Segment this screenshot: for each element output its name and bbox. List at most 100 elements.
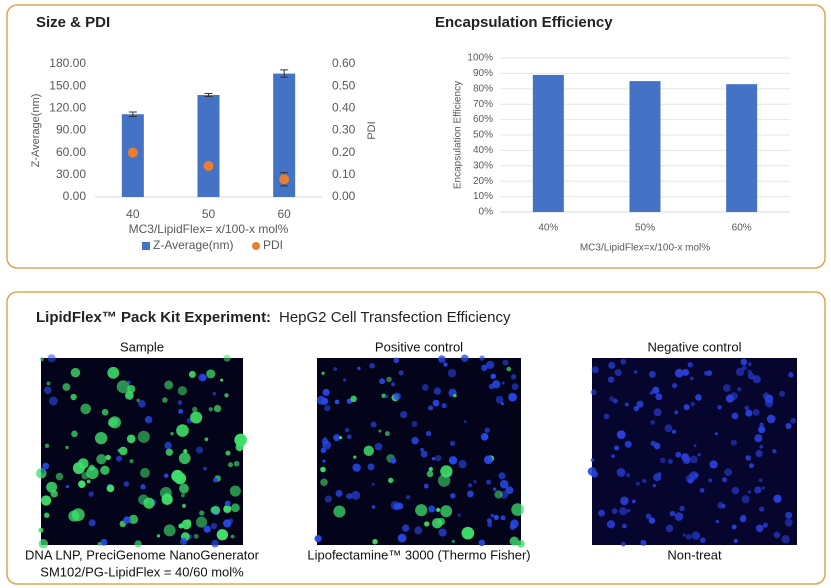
cell xyxy=(495,395,504,404)
cell xyxy=(715,520,719,524)
micrograph xyxy=(587,358,797,547)
cell xyxy=(105,454,111,461)
y-tick-label: 180.00 xyxy=(49,56,86,70)
cell xyxy=(620,496,629,506)
cell xyxy=(163,524,176,537)
cell xyxy=(65,485,70,489)
cell xyxy=(511,374,517,380)
cell xyxy=(320,478,328,487)
image-label: Sample xyxy=(120,339,164,354)
cell xyxy=(690,401,696,407)
cell xyxy=(320,447,326,454)
cell xyxy=(778,390,786,397)
y-axis-label: Z-Average(nm) xyxy=(30,94,42,168)
cell xyxy=(624,440,632,448)
cell xyxy=(671,382,678,389)
cell xyxy=(233,460,240,467)
image-caption: Non-treat xyxy=(667,547,722,562)
cell xyxy=(468,483,473,488)
cell xyxy=(440,465,453,478)
cell xyxy=(339,436,343,440)
cell xyxy=(40,469,45,474)
cell xyxy=(393,503,401,511)
cell xyxy=(101,408,109,416)
cell xyxy=(694,473,699,478)
cell xyxy=(660,457,666,464)
cell xyxy=(363,445,374,457)
cell xyxy=(70,367,81,378)
cell xyxy=(425,430,432,437)
cell xyxy=(614,445,620,451)
cell xyxy=(402,524,410,532)
cell xyxy=(457,513,461,517)
cell xyxy=(211,505,221,515)
cell xyxy=(369,362,375,369)
x-tick-label: 40 xyxy=(126,207,140,221)
cell xyxy=(752,408,760,416)
y-tick-label: 120.00 xyxy=(49,101,86,115)
cell xyxy=(699,487,705,493)
chart-box xyxy=(6,4,826,269)
cell xyxy=(107,366,120,379)
cell xyxy=(203,525,211,533)
point xyxy=(203,160,214,171)
cell xyxy=(655,393,663,401)
cell xyxy=(498,472,506,480)
cell xyxy=(393,392,401,401)
cell xyxy=(714,432,718,436)
cell xyxy=(428,405,434,411)
point xyxy=(279,174,290,185)
y2-tick-label: 0.00 xyxy=(332,189,356,203)
y-axis-label: Encapsulation Efficiency xyxy=(453,81,464,189)
cell xyxy=(38,539,49,549)
cell xyxy=(40,495,52,506)
cell xyxy=(55,472,64,481)
cell xyxy=(367,463,375,471)
cell xyxy=(88,519,96,527)
cell xyxy=(199,510,205,516)
y2-tick-label: 0.50 xyxy=(332,78,356,92)
cell xyxy=(683,404,690,411)
cell xyxy=(731,524,737,530)
cell xyxy=(144,415,153,424)
y-tick-label: 20% xyxy=(473,176,493,187)
cell xyxy=(320,466,326,473)
cell xyxy=(506,366,512,372)
cell xyxy=(170,431,174,436)
cell xyxy=(448,456,458,465)
cell xyxy=(97,542,102,547)
cell xyxy=(323,437,327,441)
x-tick-label: 50 xyxy=(202,207,216,221)
cell xyxy=(411,420,418,427)
cell xyxy=(744,405,750,411)
cell xyxy=(393,357,400,364)
cell xyxy=(461,526,475,540)
cell xyxy=(398,370,404,376)
cell xyxy=(371,482,375,486)
cell xyxy=(181,519,192,530)
cell xyxy=(453,393,457,398)
cell xyxy=(650,440,656,447)
cell xyxy=(320,397,329,406)
cell xyxy=(479,355,485,361)
cell xyxy=(755,450,763,458)
cell xyxy=(159,487,172,499)
cell xyxy=(722,384,731,392)
cell xyxy=(370,421,377,428)
cell xyxy=(492,380,501,389)
cell xyxy=(379,378,386,385)
cell xyxy=(322,459,326,463)
cell xyxy=(730,392,738,401)
cell xyxy=(499,479,509,489)
cell xyxy=(223,354,231,362)
micrograph xyxy=(36,354,247,549)
cell xyxy=(72,462,85,475)
cell xyxy=(165,448,173,456)
cell xyxy=(322,440,332,450)
cell xyxy=(426,470,434,478)
cell xyxy=(745,409,753,417)
cell xyxy=(50,490,58,498)
cell xyxy=(674,512,684,521)
x-tick-label: 50% xyxy=(635,223,655,234)
cell xyxy=(351,490,361,500)
